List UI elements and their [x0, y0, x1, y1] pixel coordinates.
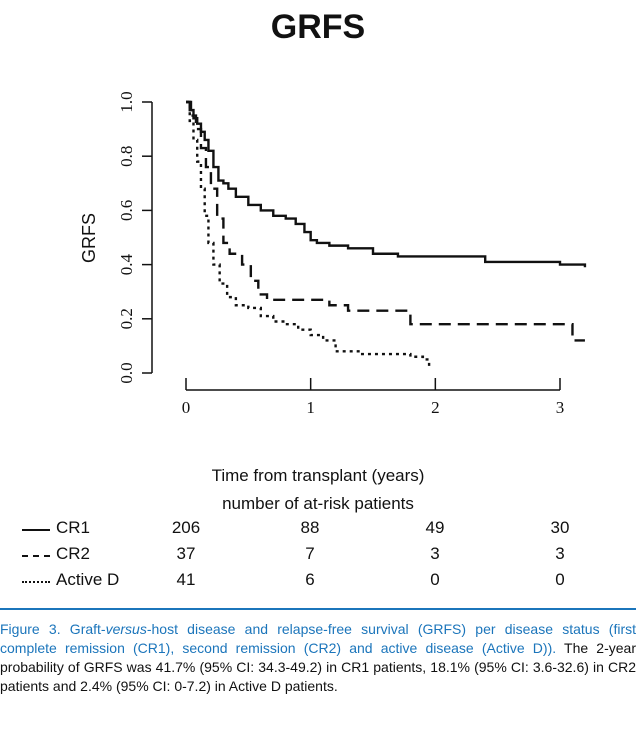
series-line-active-d [186, 100, 431, 368]
risk-row-label: CR1 [56, 518, 91, 537]
x-tick-label: 1 [306, 398, 315, 417]
y-tick-label: 0.4 [117, 253, 136, 275]
figure-caption: Figure 3. Graft-versus-host disease and … [0, 620, 636, 696]
x-tick-label: 0 [182, 398, 191, 417]
caption-lead: Figure 3. Graft-versus-host disease and … [0, 621, 636, 656]
risk-row-label: Active D [56, 570, 120, 589]
risk-row-cr2: CR2 37 7 3 3 [0, 544, 636, 570]
risk-cell: 49 [425, 518, 445, 537]
y-tick-label: 0.6 [117, 200, 136, 221]
caption-lead-part: Figure 3. Graft- [0, 621, 106, 637]
y-tick-label: 0.8 [117, 146, 136, 167]
risk-cell: 0 [555, 570, 565, 589]
risk-cell: 0 [430, 570, 440, 589]
chart-title: GRFS [270, 8, 366, 46]
x-tick-label: 2 [431, 398, 440, 417]
risk-cell: 3 [430, 544, 440, 563]
survival-plot: 0.0 0.2 0.4 0.6 0.8 1.0 GRFS 0 1 2 3 [79, 91, 587, 417]
risk-legend-key [22, 555, 50, 557]
risk-cell: 3 [555, 544, 565, 563]
risk-cell: 41 [176, 570, 196, 589]
risk-legend-key [22, 581, 50, 583]
risk-table-heading: number of at-risk patients [222, 494, 414, 513]
y-tick-label: 1.0 [117, 91, 136, 112]
x-tick-label: 3 [556, 398, 565, 417]
risk-row-label: CR2 [56, 544, 91, 563]
caption-divider [0, 608, 636, 610]
risk-legend-key [22, 529, 50, 531]
y-tick-label: 0.0 [117, 362, 136, 383]
risk-row-cr1: CR1 206 88 49 30 [0, 518, 636, 544]
risk-cell: 88 [300, 518, 320, 537]
series-line-cr1 [186, 100, 587, 268]
caption-body: The 2-year probability of GRFS was 41.7%… [0, 640, 636, 694]
y-tick-label: 0.2 [117, 308, 136, 329]
x-axis-label: Time from transplant (years) [211, 466, 425, 485]
y-axis-title: GRFS [79, 213, 99, 263]
risk-cell: 6 [305, 570, 315, 589]
risk-row-active-d: Active D 41 6 0 0 [0, 570, 636, 596]
risk-cell: 30 [550, 518, 570, 537]
series-line-cr2 [186, 100, 585, 342]
risk-cell: 7 [305, 544, 315, 563]
caption-lead-part: -host disease and relapse-free survival … [0, 621, 636, 656]
risk-cell: 206 [171, 518, 201, 537]
caption-lead-italic: versus [105, 621, 147, 637]
risk-cell: 37 [176, 544, 196, 563]
